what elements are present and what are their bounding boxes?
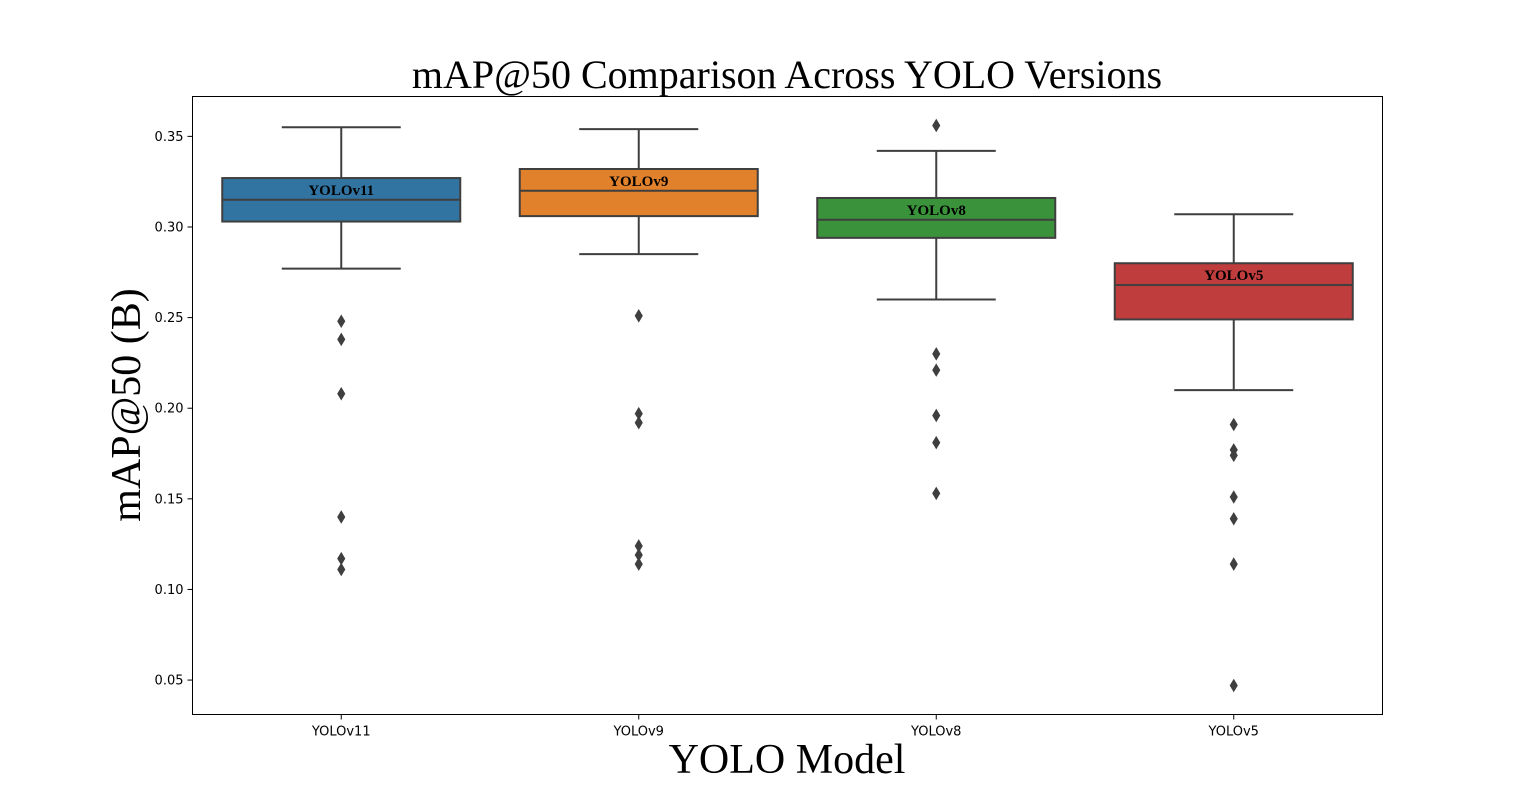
outlier-point <box>932 408 941 423</box>
y-tick-label: 0.30 <box>155 220 184 235</box>
outlier-point <box>932 435 941 450</box>
outlier-point <box>337 386 346 401</box>
outlier-point <box>932 347 941 361</box>
outlier-point <box>932 486 941 501</box>
box-group-yolov11: YOLOv11 <box>221 126 462 577</box>
iqr-box <box>518 167 759 218</box>
x-axis-label: YOLO Model <box>669 737 906 783</box>
outlier-point <box>337 510 346 524</box>
x-axis: YOLOv11 YOLOv9 YOLOv8 YOLOv5 <box>311 714 1259 740</box>
y-tick-label: 0.20 <box>155 402 184 417</box>
outlier-point <box>634 557 643 571</box>
outlier-point <box>634 309 643 323</box>
x-tick-label: YOLOv5 <box>1208 725 1259 740</box>
chart-title: mAP@50 Comparison Across YOLO Versions <box>412 52 1162 97</box>
y-tick-label: 0.05 <box>155 674 184 689</box>
y-tick-label: 0.15 <box>155 492 184 507</box>
outlier-point <box>337 314 346 329</box>
boxes-layer: YOLOv11 YOLOv9 YOLOv8 YOLOv5 <box>221 118 1354 693</box>
box-group-yolov8: YOLOv8 <box>816 118 1057 501</box>
y-axis-label: mAP@50 (B) <box>104 288 150 522</box>
box-label: YOLOv9 <box>609 174 668 190</box>
plot-area-frame <box>192 96 1383 715</box>
outlier-point <box>932 118 941 133</box>
outlier-point <box>1229 490 1238 504</box>
iqr-box <box>1113 262 1354 321</box>
box-group-yolov9: YOLOv9 <box>518 128 759 571</box>
box-group-yolov5: YOLOv5 <box>1113 213 1354 693</box>
x-tick-label: YOLOv9 <box>613 725 664 740</box>
outlier-point <box>1229 511 1238 526</box>
outlier-point <box>932 363 941 377</box>
outlier-point <box>1229 678 1238 693</box>
iqr-box <box>816 196 1057 239</box>
outlier-point <box>337 562 346 577</box>
outlier-point <box>1229 417 1238 432</box>
outlier-point <box>1229 557 1238 571</box>
x-tick-label: YOLOv11 <box>311 725 371 740</box>
y-tick-label: 0.25 <box>155 311 184 326</box>
x-tick-label: YOLOv8 <box>910 725 961 740</box>
outlier-point <box>634 415 643 430</box>
y-axis: 0.05 0.10 0.15 0.20 0.25 0.30 0.35 <box>155 130 193 689</box>
box-label: YOLOv11 <box>308 183 374 199</box>
box-label: YOLOv8 <box>907 203 966 219</box>
outlier-point <box>1229 448 1238 463</box>
y-tick-label: 0.10 <box>155 583 184 598</box>
box-label: YOLOv5 <box>1204 268 1263 284</box>
outlier-point <box>337 332 346 347</box>
y-tick-label: 0.35 <box>155 130 184 145</box>
